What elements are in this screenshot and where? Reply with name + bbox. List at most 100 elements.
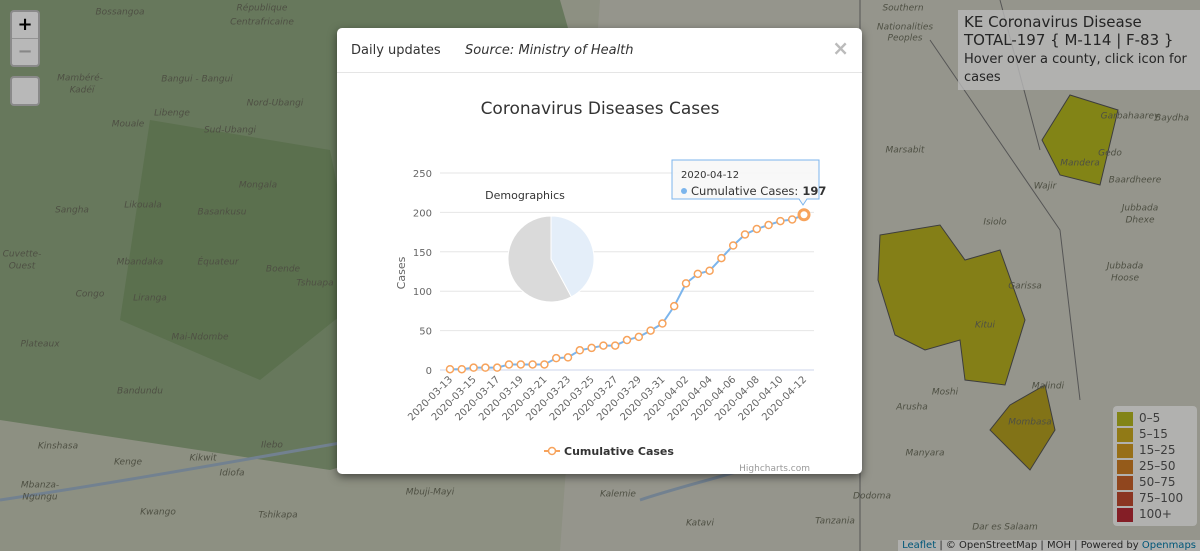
legend-label: 100+ (1139, 507, 1172, 521)
legend-row: 100+ (1117, 506, 1193, 522)
point-marker (717, 253, 726, 263)
map-label: Libenge (154, 109, 190, 119)
point-marker (622, 335, 632, 345)
map-label: Mbanza- (21, 481, 59, 491)
point-marker (693, 269, 703, 279)
pie-slice (507, 215, 573, 303)
chart: Coronavirus Diseases Cases Cases 0 50 100 150… (395, 99, 826, 473)
point-marker (528, 360, 537, 369)
point-marker (492, 363, 502, 372)
map-label: Kinshasa (38, 442, 78, 452)
credits: Highcharts.com (739, 464, 810, 473)
map-label: Centrafricaine (230, 18, 294, 28)
point-marker (445, 364, 455, 374)
point-marker (610, 341, 620, 350)
map-label: Gedo (1098, 149, 1122, 159)
zoom-out[interactable]: − (17, 41, 33, 62)
point-marker (481, 363, 490, 372)
map-label: Mbuji-Mayi (406, 488, 455, 498)
legend-row: 15–25 (1117, 442, 1193, 458)
info-totals: TOTAL-197 { M-114 | F-83 } (964, 31, 1174, 49)
map-label: Dhexe (1125, 216, 1154, 226)
layer-toggle[interactable] (10, 76, 40, 106)
map-label: Tshuapa (296, 279, 333, 289)
map-label: Kwango (140, 508, 176, 518)
legend-label: 0–5 (1139, 411, 1161, 425)
modal: Daily updates Source: Ministry of Health… (337, 28, 862, 474)
map-label: Mai-Ndombe (172, 333, 229, 343)
openmaps-link[interactable]: Openmaps (1141, 540, 1196, 551)
legend-swatch (1117, 459, 1133, 474)
map-label: Kadéï (70, 85, 96, 96)
map-label: Malindi (1032, 382, 1065, 392)
map-label: Mombasa (1008, 418, 1051, 428)
legend-label: 50–75 (1139, 475, 1176, 489)
map-label: Baydha (1155, 114, 1189, 124)
map-label: Wajir (1034, 182, 1058, 192)
point-marker (646, 326, 655, 335)
map-label: Boende (266, 265, 301, 275)
point-marker (752, 224, 762, 234)
map-label: Mbandaka (117, 258, 164, 268)
legend-label: 15–25 (1139, 443, 1176, 457)
map-label: Likouala (124, 201, 161, 211)
point-marker (469, 363, 478, 372)
map-label: Bandundu (117, 387, 163, 397)
map-label: Liranga (133, 294, 167, 304)
modal-source: Source: Ministry of Health (465, 43, 634, 58)
zoom-in[interactable]: + (12, 12, 38, 39)
leaflet-link[interactable]: Leaflet (902, 540, 937, 551)
map-label: Marsabit (886, 146, 925, 156)
tooltip-label: Cumulative Cases: (691, 184, 798, 198)
y-axis-title: Cases (395, 256, 408, 289)
legend-swatch (1117, 411, 1133, 426)
info-hint: Hover over a county, click icon for case… (964, 52, 1187, 85)
county (877, 224, 1026, 386)
map-label: Tanzania (815, 517, 855, 527)
map-label: Sangha (55, 206, 89, 216)
legend-label: 75–100 (1139, 491, 1184, 505)
point-marker (551, 353, 561, 363)
attribution: Leaflet | © OpenStreetMap | MOH | Powere… (898, 540, 1200, 551)
series-line (450, 213, 805, 371)
map-label: Katavi (686, 519, 714, 529)
point-marker (764, 220, 773, 230)
modal-title: Daily updates (351, 43, 441, 58)
map-label: Cuvette- (3, 250, 42, 260)
map-label: Basankusu (198, 208, 247, 218)
map-label: Baardheere (1109, 176, 1162, 186)
map-label: Plateaux (20, 340, 60, 350)
legend-swatch (1117, 475, 1133, 490)
point-marker (681, 279, 691, 288)
close-button[interactable]: × (832, 36, 849, 60)
legend-swatch (1117, 443, 1133, 458)
map-label: Mandera (1060, 159, 1099, 169)
map-label: Mongala (239, 181, 277, 191)
point-marker (787, 215, 797, 224)
county (989, 384, 1056, 471)
legend-row: 25–50 (1117, 458, 1193, 474)
info-box: KE Coronavirus Disease TOTAL-197 { M-114… (958, 10, 1200, 90)
pie-slice (550, 215, 595, 298)
map-label: Mambéré- (57, 73, 103, 84)
point-marker (797, 208, 811, 222)
map-label: Nord-Ubangi (247, 99, 304, 109)
map-label: Arusha (895, 403, 927, 413)
point-marker (669, 301, 679, 311)
point-marker (575, 346, 585, 355)
map-label: Kalemie (600, 490, 636, 500)
point-marker (457, 364, 467, 374)
point-marker (740, 230, 750, 239)
tooltip-dot (681, 188, 687, 194)
point-marker (516, 360, 526, 369)
map-label: Jubbada (1105, 262, 1144, 272)
tooltip-box (671, 159, 820, 206)
legend-row: 0–5 (1117, 410, 1193, 426)
map-label: Peoples (888, 34, 923, 44)
map-label: Équateur (197, 256, 239, 268)
map-label: Idiofa (219, 469, 244, 479)
y-tick-label: 50 (419, 327, 432, 338)
tooltip-text: Cumulative Cases: 197 (691, 184, 826, 198)
legend-row: 75–100 (1117, 490, 1193, 506)
modal-header: Daily updates Source: Ministry of Health… (337, 28, 862, 73)
